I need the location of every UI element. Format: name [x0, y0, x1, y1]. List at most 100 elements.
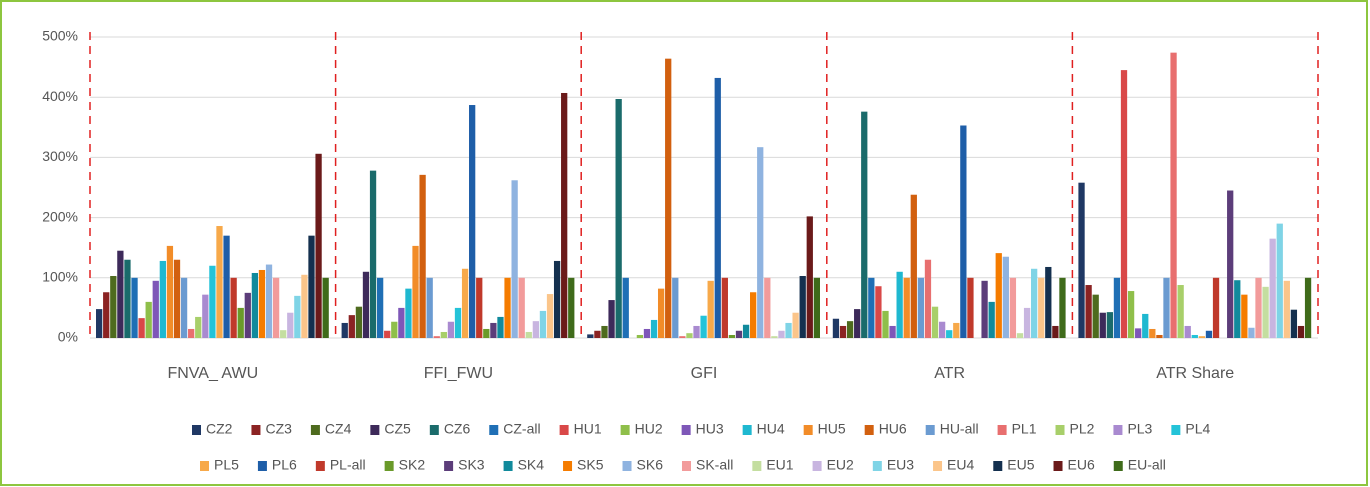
- legend-swatch: [200, 461, 209, 471]
- bar: [721, 277, 728, 338]
- bar: [988, 301, 995, 338]
- bar: [1191, 334, 1198, 338]
- bar: [636, 334, 644, 338]
- legend-label: PL4: [1185, 421, 1210, 437]
- bar: [1234, 280, 1241, 338]
- bar: [854, 309, 861, 338]
- bar: [1212, 277, 1220, 338]
- legend-swatch: [384, 461, 394, 471]
- legend-label: EU6: [1068, 457, 1095, 473]
- bar: [188, 328, 195, 338]
- bar: [117, 250, 124, 338]
- legend-swatch: [444, 461, 454, 471]
- bar: [426, 277, 433, 338]
- y-tick-label: 300%: [42, 148, 78, 164]
- bar: [476, 277, 483, 338]
- bar: [875, 286, 882, 338]
- bar: [672, 277, 679, 338]
- bar: [398, 307, 405, 338]
- legend-swatch: [742, 425, 752, 435]
- bar: [308, 235, 315, 338]
- bar: [301, 274, 308, 338]
- legend-swatch: [257, 461, 267, 471]
- bar: [1002, 256, 1009, 338]
- legend-swatch: [251, 425, 261, 435]
- legend-swatch: [681, 461, 691, 471]
- bar: [938, 321, 946, 338]
- bar: [1255, 277, 1262, 338]
- bar: [1038, 277, 1045, 338]
- bar: [657, 288, 665, 338]
- bar: [785, 322, 792, 338]
- bar: [799, 275, 806, 338]
- legend-swatch: [803, 425, 813, 435]
- bar: [832, 318, 840, 338]
- bar: [1149, 328, 1156, 338]
- bar: [714, 77, 721, 338]
- bar: [1184, 325, 1191, 338]
- legend-swatch: [503, 461, 513, 471]
- bar: [532, 321, 540, 338]
- bar: [216, 226, 223, 338]
- bar: [152, 280, 159, 338]
- bar: [728, 334, 736, 338]
- bar: [995, 253, 1002, 338]
- bar: [490, 322, 497, 338]
- bar: [131, 277, 138, 338]
- bar: [1085, 285, 1092, 338]
- bar: [839, 325, 847, 338]
- legend-label: EU2: [827, 457, 854, 473]
- bar: [735, 330, 743, 338]
- bar: [369, 170, 377, 338]
- legend-label: HU5: [818, 421, 846, 437]
- bar: [1297, 325, 1305, 338]
- bar: [315, 153, 322, 338]
- legend-label: PL6: [272, 457, 297, 473]
- bar: [1205, 330, 1213, 338]
- bar: [615, 99, 622, 338]
- bar: [568, 277, 575, 338]
- legend-label: PL-all: [330, 457, 366, 473]
- bar: [594, 330, 601, 338]
- legend-swatch: [1053, 461, 1063, 471]
- bar: [679, 336, 686, 338]
- bar: [376, 277, 384, 338]
- bar: [447, 321, 455, 338]
- bar: [953, 322, 960, 338]
- bar: [159, 260, 166, 338]
- bar: [230, 277, 237, 338]
- legend-swatch: [429, 425, 439, 435]
- bar: [412, 245, 419, 338]
- bar: [1135, 328, 1142, 338]
- bar: [1106, 312, 1113, 338]
- legend-swatch: [192, 425, 201, 435]
- bar: [1045, 266, 1052, 338]
- bar: [764, 277, 771, 338]
- bar: [792, 312, 799, 338]
- bar: [1099, 312, 1106, 338]
- bar: [103, 292, 110, 338]
- bar: [539, 310, 547, 338]
- legend-label: SK4: [518, 457, 545, 473]
- legend-swatch: [681, 425, 691, 435]
- bar: [461, 268, 469, 338]
- legend-swatch: [993, 461, 1003, 471]
- legend-label: SK5: [577, 457, 604, 473]
- bar: [362, 271, 370, 338]
- bar: [1059, 277, 1066, 338]
- bar: [1016, 333, 1024, 338]
- bar: [896, 271, 903, 338]
- bar: [251, 272, 259, 338]
- bar: [561, 92, 568, 339]
- bar: [348, 315, 355, 338]
- legend-label: SK3: [458, 457, 485, 473]
- bar: [454, 307, 462, 338]
- bar: [778, 330, 785, 338]
- legend-swatch: [563, 461, 573, 471]
- legend-label: PL2: [1070, 421, 1095, 437]
- bar: [608, 300, 615, 338]
- legend-swatch: [1113, 461, 1123, 471]
- bar: [1170, 52, 1177, 338]
- bar: [693, 325, 700, 338]
